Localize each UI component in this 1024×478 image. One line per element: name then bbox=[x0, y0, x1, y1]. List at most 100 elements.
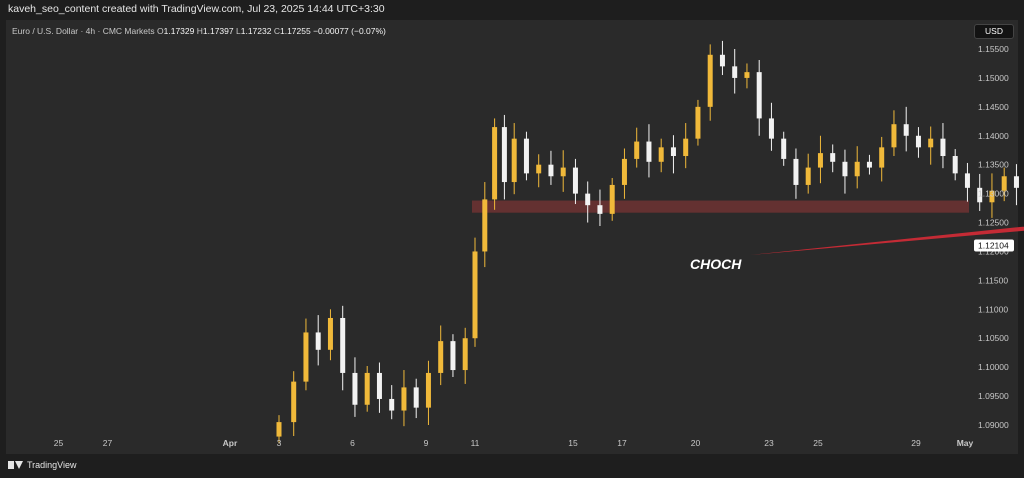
candle-body bbox=[621, 158, 627, 185]
open-key: O bbox=[157, 26, 164, 36]
candle-body bbox=[732, 66, 738, 78]
candle-body bbox=[940, 138, 946, 157]
candle-body bbox=[830, 153, 836, 162]
candle-body bbox=[501, 127, 507, 183]
x-axis-label: Apr bbox=[223, 438, 238, 448]
y-axis-label: 1.13000 bbox=[978, 189, 1009, 199]
candle-body bbox=[707, 54, 713, 107]
candle-body bbox=[438, 341, 444, 373]
candle-body bbox=[472, 251, 478, 339]
candle-body bbox=[793, 158, 799, 185]
candle-body bbox=[462, 338, 468, 371]
candle-body bbox=[634, 141, 640, 159]
candle-body bbox=[781, 138, 787, 159]
x-axis-label: 23 bbox=[764, 438, 774, 448]
candle-body bbox=[977, 187, 983, 203]
candle-body bbox=[866, 161, 872, 168]
candle-body bbox=[903, 124, 909, 136]
choch-label: CHOCH bbox=[690, 256, 742, 272]
candle-body bbox=[928, 138, 934, 148]
candle-body bbox=[609, 184, 615, 214]
y-axis-label: 1.15000 bbox=[978, 73, 1009, 83]
y-axis-label: 1.10500 bbox=[978, 333, 1009, 343]
y-axis-label: 1.09000 bbox=[978, 420, 1009, 430]
candle-body bbox=[303, 332, 309, 382]
close-value: 1.17255 bbox=[279, 26, 311, 36]
candle-body bbox=[854, 161, 860, 177]
candle-body bbox=[952, 156, 958, 174]
candle-body bbox=[340, 317, 346, 373]
x-axis-label: 25 bbox=[54, 438, 64, 448]
candle-body bbox=[695, 106, 701, 139]
y-axis-label: 1.11500 bbox=[978, 275, 1008, 285]
candle-body bbox=[482, 199, 488, 252]
candle-body bbox=[768, 118, 774, 139]
open-value: 1.17329 bbox=[163, 26, 195, 36]
x-axis-label: 6 bbox=[350, 438, 355, 448]
candle-body bbox=[989, 190, 995, 203]
close-key: C bbox=[273, 26, 280, 36]
candle-body bbox=[523, 138, 529, 174]
x-axis-label: 3 bbox=[277, 438, 282, 448]
candle-body bbox=[597, 205, 603, 214]
y-axis-label: 1.15500 bbox=[978, 44, 1009, 54]
candle-body bbox=[891, 124, 897, 148]
candle-body bbox=[756, 72, 762, 119]
candle-body bbox=[548, 164, 554, 177]
candle-body bbox=[842, 161, 848, 177]
high-value: 1.17397 bbox=[202, 26, 234, 36]
current-price-label: 1.12104 bbox=[978, 240, 1009, 250]
low-value: 1.17232 bbox=[240, 26, 272, 36]
candle-body bbox=[585, 193, 591, 206]
candle-body bbox=[352, 372, 358, 405]
y-axis-label: 1.10000 bbox=[978, 362, 1009, 372]
candle-body bbox=[658, 147, 664, 162]
candle-body bbox=[291, 381, 297, 423]
current-price-badge bbox=[974, 239, 1014, 252]
candle-body bbox=[879, 147, 885, 168]
candle-body bbox=[425, 372, 431, 408]
chart-credit: kaveh_seo_content created with TradingVi… bbox=[8, 3, 385, 15]
candle-body bbox=[376, 372, 382, 399]
x-axis-label: 15 bbox=[568, 438, 578, 448]
x-axis-label: 9 bbox=[424, 438, 429, 448]
x-axis-label: 20 bbox=[691, 438, 701, 448]
y-axis-label: 1.11000 bbox=[978, 304, 1008, 314]
y-axis-label: 1.12500 bbox=[978, 218, 1009, 228]
resistance-zone bbox=[472, 200, 969, 213]
candle-body bbox=[511, 138, 517, 183]
candle-body bbox=[413, 387, 419, 408]
tradingview-brand[interactable]: TradingView bbox=[8, 460, 77, 470]
candle-body bbox=[276, 422, 282, 437]
candle-body bbox=[964, 173, 970, 188]
candle-body bbox=[389, 398, 395, 411]
chart-area[interactable] bbox=[6, 20, 1018, 454]
candle-body bbox=[315, 332, 321, 350]
x-axis-label: 17 bbox=[617, 438, 627, 448]
x-axis-label: May bbox=[957, 438, 974, 448]
candle-body bbox=[364, 372, 370, 405]
candle-body bbox=[817, 153, 823, 168]
candle-body bbox=[719, 54, 725, 67]
candle-body bbox=[744, 72, 750, 78]
x-axis-label: 27 bbox=[103, 438, 113, 448]
candle-body bbox=[536, 164, 542, 174]
tradingview-brand-label: TradingView bbox=[27, 460, 77, 470]
footer bbox=[0, 454, 1024, 478]
candle-body bbox=[1001, 176, 1007, 191]
symbol-legend[interactable]: Euro / U.S. Dollar · 4h · CMC Markets O1… bbox=[12, 26, 386, 36]
y-axis-label: 1.12000 bbox=[978, 246, 1009, 256]
candle-body bbox=[1013, 176, 1019, 188]
x-axis-label: 29 bbox=[911, 438, 921, 448]
x-axis-label: 25 bbox=[813, 438, 823, 448]
chart-header: kaveh_seo_content created with TradingVi… bbox=[0, 0, 1024, 20]
currency-selector[interactable]: USD bbox=[974, 24, 1014, 39]
y-axis-label: 1.13500 bbox=[978, 160, 1009, 170]
symbol-name: Euro / U.S. Dollar · 4h · CMC Markets bbox=[12, 26, 155, 36]
candle-body bbox=[646, 141, 652, 162]
change-value: −0.00077 (−0.07%) bbox=[313, 26, 386, 36]
y-axis-label: 1.14500 bbox=[978, 102, 1009, 112]
tradingview-logo-icon bbox=[8, 460, 23, 470]
choch-arrow bbox=[750, 226, 1024, 255]
